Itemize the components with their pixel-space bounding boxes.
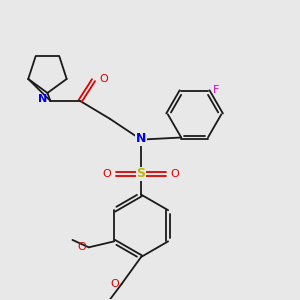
Text: O: O — [171, 169, 180, 179]
Text: N: N — [136, 132, 146, 145]
Text: N: N — [38, 94, 47, 104]
Text: O: O — [111, 279, 119, 289]
Text: S: S — [136, 167, 146, 180]
Text: O: O — [103, 169, 111, 179]
Text: O: O — [100, 74, 108, 84]
Text: O: O — [78, 242, 86, 252]
Text: F: F — [212, 85, 219, 95]
